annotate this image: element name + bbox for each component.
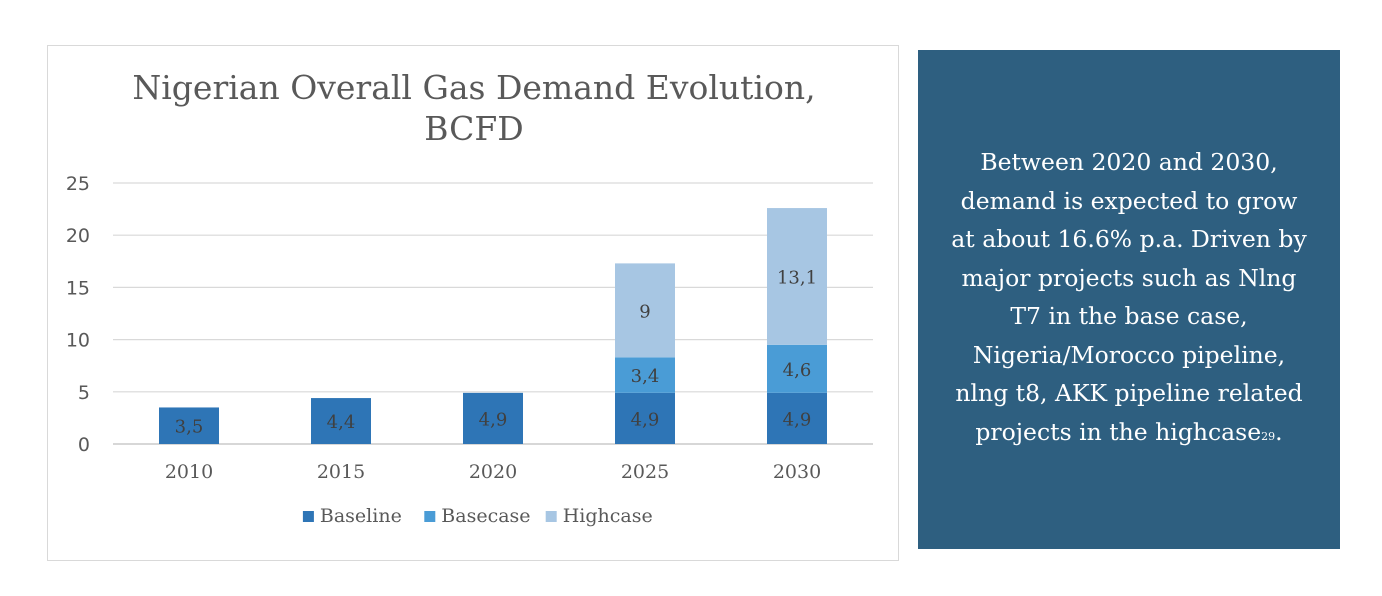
bar-segment-baseline	[159, 407, 219, 444]
info-body: Between 2020 and 2030, demand is expecte…	[951, 148, 1307, 446]
bar-segment-basecase	[767, 344, 827, 393]
y-tick-label: 0	[78, 434, 90, 456]
bars: 3,5 4,4 4,9 4,9 3,4 9 4,9 4,6 13,1	[159, 208, 827, 444]
bar-segment-baseline	[463, 392, 523, 444]
bar-segment-baseline	[767, 392, 827, 444]
y-tick-label: 20	[66, 225, 90, 247]
legend: Baseline Basecase Highcase	[302, 505, 653, 527]
chart-frame: Nigerian Overall Gas Demand Evolution, B…	[47, 45, 899, 561]
x-tick-label: 2015	[317, 461, 365, 483]
bar-segment-highcase	[767, 208, 827, 345]
legend-label-basecase: Basecase	[441, 505, 530, 527]
x-axis-ticks: 2010 2015 2020 2025 2030	[165, 461, 821, 483]
bar-segment-basecase	[615, 357, 675, 393]
chart-title-line-2: BCFD	[424, 109, 523, 148]
stacked-bar-chart: Nigerian Overall Gas Demand Evolution, B…	[66, 68, 873, 527]
chart-title-line-1: Nigerian Overall Gas Demand Evolution,	[132, 68, 815, 107]
legend-label-baseline: Baseline	[320, 505, 402, 527]
data-label: 13,1	[777, 267, 817, 288]
footnote-reference: 29	[1261, 429, 1276, 443]
bar-segment-baseline	[311, 398, 371, 444]
data-label: 3,4	[631, 366, 660, 387]
y-tick-label: 25	[66, 173, 90, 195]
data-label: 4,6	[783, 360, 812, 381]
gridlines	[113, 182, 873, 445]
bar-segment-baseline	[615, 392, 675, 444]
info-text: Between 2020 and 2030, demand is expecte…	[951, 148, 1307, 446]
legend-swatch-basecase	[424, 511, 436, 522]
data-label: 4,9	[631, 409, 660, 430]
x-tick-label: 2025	[621, 461, 669, 483]
x-tick-label: 2010	[165, 461, 213, 483]
y-axis-ticks: 0 5 10 15 20 25	[66, 173, 90, 456]
y-tick-label: 15	[66, 277, 90, 299]
info-box: Between 2020 and 2030, demand is expecte…	[918, 50, 1340, 549]
y-tick-label: 10	[66, 330, 90, 352]
data-label: 9	[639, 301, 650, 322]
y-tick-label: 5	[78, 382, 90, 404]
x-tick-label: 2030	[773, 461, 821, 483]
legend-swatch-baseline	[302, 511, 314, 522]
data-label: 4,9	[783, 409, 812, 430]
data-label: 4,4	[327, 412, 356, 433]
legend-label-highcase: Highcase	[563, 505, 653, 527]
data-label: 3,5	[175, 417, 204, 438]
x-tick-label: 2020	[469, 461, 517, 483]
bar-segment-highcase	[615, 263, 675, 358]
data-label: 4,9	[479, 409, 508, 430]
legend-swatch-highcase	[545, 511, 557, 522]
